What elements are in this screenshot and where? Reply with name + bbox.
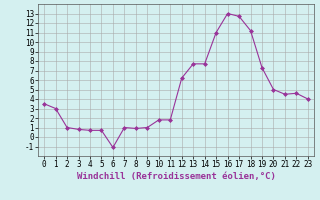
X-axis label: Windchill (Refroidissement éolien,°C): Windchill (Refroidissement éolien,°C) xyxy=(76,172,276,181)
